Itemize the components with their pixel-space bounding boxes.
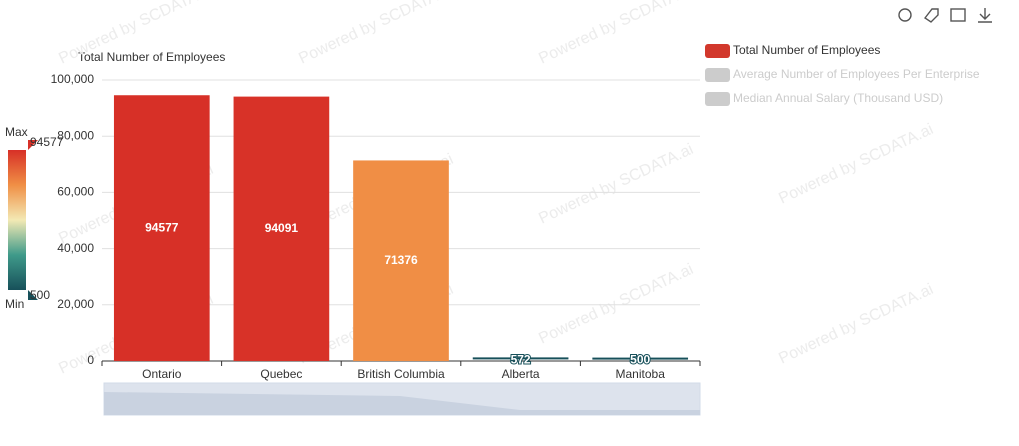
legend-label: Total Number of Employees bbox=[733, 43, 880, 57]
legend-swatch[interactable] bbox=[705, 68, 730, 82]
x-tick-label: British Columbia bbox=[357, 367, 445, 381]
legend-label: Average Number of Employees Per Enterpri… bbox=[733, 67, 980, 81]
visual-map-max: Max bbox=[5, 125, 28, 139]
x-tick-label: Ontario bbox=[142, 367, 182, 381]
bar bbox=[353, 160, 449, 361]
zoom-shadow bbox=[104, 392, 700, 415]
data-zoom[interactable] bbox=[103, 382, 701, 416]
watermark: Powered by SCDATA.ai bbox=[536, 141, 696, 228]
watermark: Powered by SCDATA.ai bbox=[776, 121, 936, 208]
x-tick-label: Manitoba bbox=[616, 367, 666, 381]
tool-download[interactable] bbox=[978, 8, 992, 23]
bar bbox=[472, 357, 569, 360]
watermark: Powered by SCDATA.ai bbox=[536, 261, 696, 348]
legend-swatch[interactable] bbox=[705, 44, 730, 58]
y-tick-label: 100,000 bbox=[51, 72, 95, 86]
visual-map-handle[interactable] bbox=[28, 140, 38, 150]
toolbar bbox=[898, 8, 992, 23]
watermark: Powered by SCDATA.ai bbox=[296, 0, 456, 67]
y-tick-label: 0 bbox=[87, 353, 94, 367]
y-tick-label: 80,000 bbox=[57, 128, 94, 142]
legend-swatch[interactable] bbox=[705, 92, 730, 106]
y-tick-label: 20,000 bbox=[57, 297, 94, 311]
watermark: Powered by SCDATA.ai bbox=[536, 0, 696, 67]
data-label: 94577 bbox=[145, 220, 179, 234]
x-tick-label: Alberta bbox=[502, 367, 540, 381]
bar bbox=[592, 357, 689, 360]
data-label: 572 bbox=[511, 352, 531, 366]
visual-map-min: Min bbox=[5, 297, 24, 311]
legend-label: Median Annual Salary (Thousand USD) bbox=[733, 91, 943, 105]
tool-map[interactable] bbox=[898, 8, 912, 22]
x-tick-label: Quebec bbox=[260, 367, 302, 381]
y-axis-title: Total Number of Employees bbox=[78, 50, 225, 64]
visual-map-bar[interactable] bbox=[8, 150, 26, 290]
visual-map-min-value: 500 bbox=[30, 288, 50, 302]
tool-table[interactable] bbox=[950, 8, 966, 22]
y-tick-label: 60,000 bbox=[57, 185, 94, 199]
tool-tag[interactable] bbox=[923, 8, 939, 23]
data-label: 71376 bbox=[384, 253, 418, 267]
y-tick-label: 40,000 bbox=[57, 241, 94, 255]
data-label: 500 bbox=[630, 352, 650, 366]
visual-map-max-value: 94577 bbox=[30, 135, 64, 149]
visual-map-handle[interactable] bbox=[28, 290, 38, 300]
watermark: Powered by SCDATA.ai bbox=[776, 281, 936, 368]
bar bbox=[233, 96, 330, 362]
data-label: 94091 bbox=[265, 221, 299, 235]
bar bbox=[113, 95, 210, 361]
